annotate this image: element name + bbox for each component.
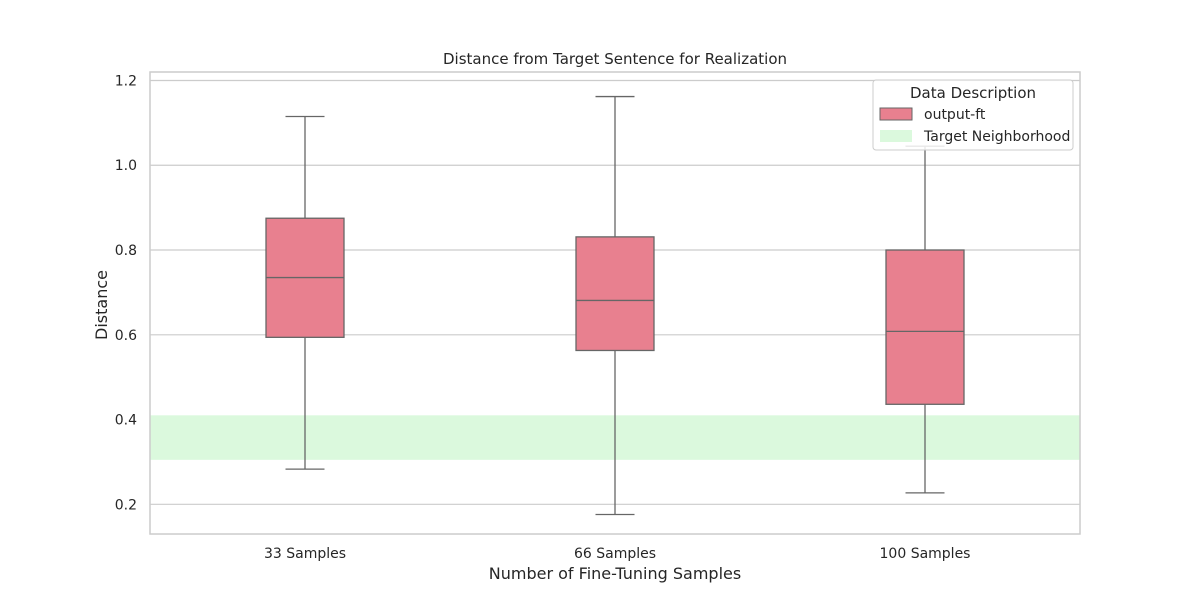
y-tick-label: 0.2 xyxy=(115,497,137,513)
box-1 xyxy=(265,115,345,470)
chart-title: Distance from Target Sentence for Realiz… xyxy=(443,50,787,68)
x-tick-labels: 33 Samples 66 Samples 100 Samples xyxy=(264,546,971,562)
y-axis-label: Distance xyxy=(92,270,111,340)
legend-swatch-output-ft xyxy=(879,107,913,121)
plot-frame xyxy=(149,71,1081,535)
y-tick-label: 1.2 xyxy=(115,73,137,89)
y-tick-label: 1.0 xyxy=(115,158,137,174)
x-axis-label: Number of Fine-Tuning Samples xyxy=(489,564,741,583)
legend-frame xyxy=(872,79,1074,151)
x-tick-label: 100 Samples xyxy=(880,546,971,562)
boxes-layer xyxy=(265,95,965,516)
iqr-box xyxy=(575,236,655,352)
box-2 xyxy=(575,95,655,516)
legend-title: Data Description xyxy=(910,84,1036,102)
x-tick-label: 66 Samples xyxy=(574,546,656,562)
box-3 xyxy=(885,145,965,494)
y-tick-labels: 0.2 0.4 0.6 0.8 1.0 1.2 xyxy=(115,73,137,513)
iqr-box xyxy=(885,249,965,405)
y-tick-label: 0.4 xyxy=(115,413,137,429)
legend-label-output-ft: output-ft xyxy=(924,107,986,123)
legend-label-target-neighborhood: Target Neighborhood xyxy=(923,129,1070,145)
legend: Data Description output-ft Target Neighb… xyxy=(872,79,1074,151)
x-tick-label: 33 Samples xyxy=(264,546,346,562)
legend-swatch-target-neighborhood xyxy=(880,130,912,142)
y-tick-label: 0.6 xyxy=(115,328,137,344)
y-tick-label: 0.8 xyxy=(115,243,137,259)
